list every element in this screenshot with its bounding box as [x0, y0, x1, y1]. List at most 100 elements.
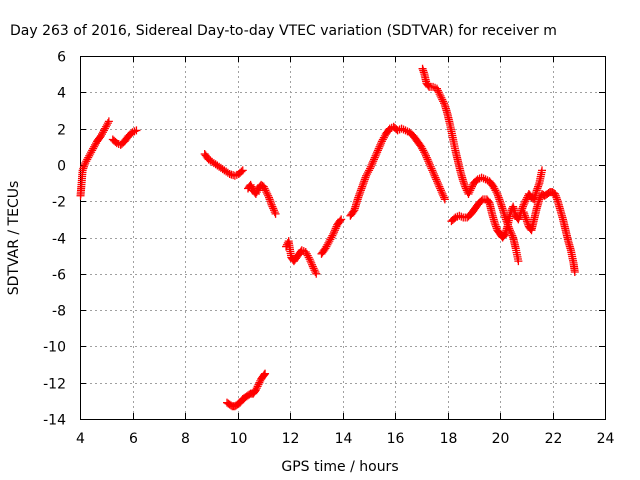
data-point: [551, 191, 560, 200]
data-point: [491, 186, 500, 195]
data-point: [533, 184, 542, 193]
data-point: [368, 159, 377, 168]
data-point: [461, 182, 470, 191]
data-point: [457, 212, 466, 221]
data-point: [85, 151, 94, 160]
data-point: [81, 159, 90, 168]
data-point: [328, 231, 337, 240]
data-point: [261, 186, 270, 195]
data-point: [370, 153, 379, 162]
data-point: [535, 195, 544, 204]
data-point: [431, 173, 440, 182]
data-point: [372, 150, 381, 159]
x-tick-label: 14: [335, 431, 353, 447]
data-point: [495, 195, 504, 204]
data-point: [103, 119, 112, 128]
data-point: [252, 188, 261, 197]
data-point: [254, 380, 263, 389]
y-tick-label: -12: [43, 377, 66, 393]
y-tick-label: -8: [52, 304, 66, 320]
data-point: [376, 140, 385, 149]
data-point: [481, 175, 490, 184]
data-point: [489, 182, 498, 191]
data-point: [321, 244, 330, 253]
data-point: [534, 180, 543, 189]
data-point: [265, 195, 274, 204]
data-point: [364, 168, 373, 177]
data-point: [363, 169, 372, 178]
data-point: [302, 249, 311, 258]
y-tick-label: 6: [57, 50, 66, 66]
x-axis-label: GPS time / hours: [281, 459, 398, 475]
data-point: [433, 84, 441, 93]
y-tick-label: 0: [57, 159, 66, 175]
y-tick-label: 2: [57, 123, 66, 139]
data-point: [377, 139, 386, 148]
data-point: [424, 157, 433, 166]
data-point: [301, 248, 310, 257]
data-point: [262, 188, 271, 197]
data-point: [263, 189, 272, 198]
data-point: [247, 182, 256, 191]
data-point: [365, 166, 374, 175]
data-point: [460, 180, 469, 189]
data-point: [417, 142, 426, 151]
data-point: [429, 169, 438, 178]
data-point: [466, 186, 475, 195]
data-point: [354, 193, 363, 202]
data-point: [101, 122, 110, 131]
data-point: [354, 191, 363, 200]
data-point: [464, 189, 473, 198]
data-point: [493, 189, 502, 198]
data-point: [269, 204, 278, 213]
data-point: [440, 195, 449, 204]
grid-lines: [80, 56, 605, 419]
data-point: [269, 206, 278, 215]
x-tick-label: 6: [129, 431, 138, 447]
data-point: [422, 153, 431, 162]
data-point: [303, 251, 312, 260]
x-tick-label: 24: [597, 431, 615, 447]
data-point: [355, 189, 364, 198]
data-point: [324, 238, 333, 247]
data-point: [237, 167, 246, 176]
data-point: [358, 182, 367, 191]
data-point: [429, 82, 438, 91]
data-point: [132, 126, 141, 135]
data-point: [79, 164, 88, 173]
data-point: [309, 264, 318, 273]
data-point: [91, 140, 100, 149]
data-point: [356, 186, 365, 195]
data-point: [100, 124, 109, 133]
data-point: [439, 191, 448, 200]
data-point: [553, 195, 562, 204]
data-point: [433, 86, 442, 95]
data-point: [311, 267, 320, 276]
data-point: [552, 193, 561, 202]
data-point: [330, 226, 339, 235]
data-point: [459, 179, 468, 188]
data-point: [425, 160, 434, 169]
data-point: [373, 148, 382, 157]
data-point: [356, 188, 365, 197]
data-point: [521, 213, 530, 222]
data-point: [490, 184, 499, 193]
data-point: [421, 150, 430, 159]
data-points: [76, 64, 579, 411]
data-point: [104, 117, 113, 126]
data-point: [435, 90, 444, 99]
data-point: [99, 126, 108, 135]
data-point: [267, 200, 276, 209]
data-point: [421, 151, 430, 160]
data-point: [438, 189, 447, 198]
data-point: [86, 150, 95, 159]
data-point: [432, 175, 441, 184]
data-point: [87, 148, 96, 157]
data-point: [369, 157, 378, 166]
data-point: [534, 182, 543, 191]
data-point: [522, 195, 531, 204]
data-point: [519, 200, 528, 209]
data-point: [420, 148, 429, 157]
y-tick-label: -10: [43, 340, 66, 356]
data-point: [97, 131, 105, 140]
